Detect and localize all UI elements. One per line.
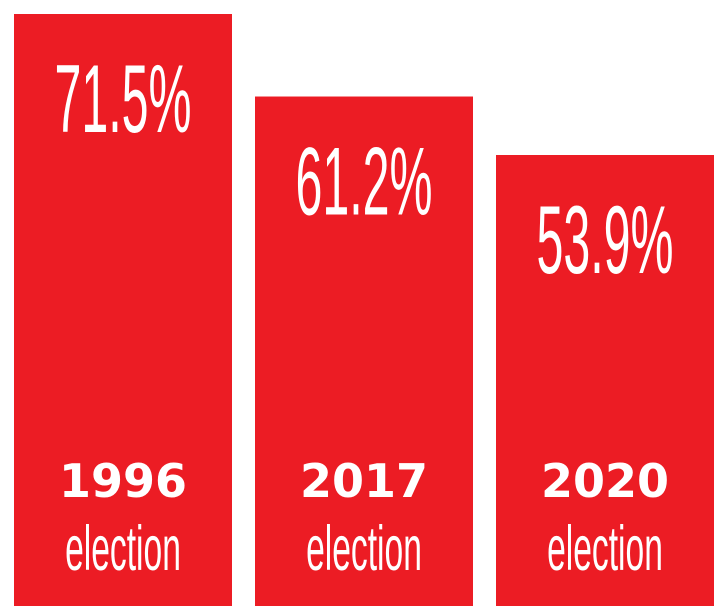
bars-group: 71.5%1996election61.2%2017election53.9%2… xyxy=(14,14,714,607)
category-sublabel-2017: election xyxy=(306,513,422,584)
value-label-2020: 53.9% xyxy=(536,187,673,294)
category-sublabel-2020: election xyxy=(547,513,663,584)
category-sublabel-1996: election xyxy=(65,513,181,584)
category-label-1996: 1996 xyxy=(59,454,187,508)
bar-1996 xyxy=(14,14,232,606)
category-label-2017: 2017 xyxy=(300,454,428,508)
category-label-2020: 2020 xyxy=(541,454,669,508)
value-label-1996: 71.5% xyxy=(54,46,191,153)
bar-2017 xyxy=(255,96,473,607)
bar-2020 xyxy=(496,155,714,606)
value-label-2017: 61.2% xyxy=(295,129,432,236)
